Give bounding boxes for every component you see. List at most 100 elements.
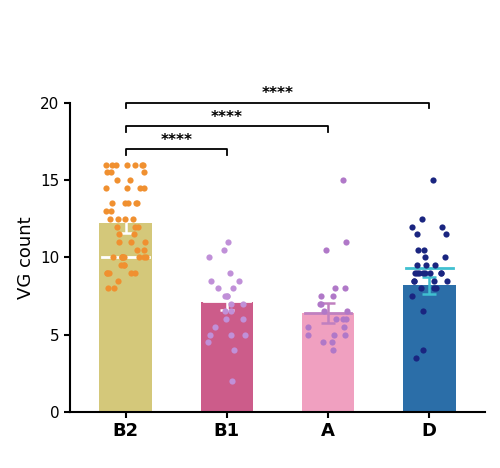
Point bbox=[120, 261, 128, 269]
Y-axis label: VG count: VG count bbox=[17, 216, 35, 299]
Point bbox=[320, 339, 328, 346]
Point bbox=[224, 238, 232, 246]
Point bbox=[230, 346, 237, 354]
Point bbox=[120, 261, 128, 269]
Point bbox=[341, 331, 349, 338]
Point bbox=[120, 254, 128, 261]
Point bbox=[418, 346, 426, 354]
Point bbox=[410, 269, 418, 277]
Point bbox=[132, 199, 140, 207]
Point bbox=[104, 285, 112, 292]
Text: ****: **** bbox=[160, 133, 192, 148]
Point bbox=[118, 254, 126, 261]
Point bbox=[338, 315, 346, 323]
Bar bbox=[100, 223, 152, 412]
Point bbox=[127, 269, 135, 277]
Point bbox=[317, 300, 325, 307]
Point bbox=[140, 254, 148, 261]
Point bbox=[332, 315, 340, 323]
Point bbox=[223, 292, 231, 300]
Point bbox=[214, 285, 222, 292]
Point bbox=[410, 277, 418, 284]
Point bbox=[136, 184, 144, 191]
Point bbox=[140, 168, 148, 176]
Point bbox=[124, 199, 132, 207]
Point bbox=[317, 292, 325, 300]
Point bbox=[441, 254, 449, 261]
Point bbox=[115, 238, 123, 246]
Point bbox=[342, 238, 350, 246]
Point bbox=[141, 238, 149, 246]
Point bbox=[220, 246, 228, 254]
Point bbox=[107, 168, 115, 176]
Point bbox=[331, 285, 339, 292]
Point bbox=[228, 377, 236, 385]
Point bbox=[131, 223, 139, 230]
Point bbox=[142, 254, 150, 261]
Point bbox=[408, 292, 416, 300]
Point bbox=[430, 176, 438, 184]
Point bbox=[123, 161, 131, 168]
Point bbox=[102, 269, 110, 277]
Point bbox=[432, 261, 440, 269]
Point bbox=[108, 161, 116, 168]
Point bbox=[228, 285, 236, 292]
Point bbox=[422, 269, 430, 277]
Point bbox=[227, 300, 235, 307]
Point bbox=[443, 277, 451, 284]
Point bbox=[114, 230, 122, 238]
Point bbox=[414, 261, 422, 269]
Point bbox=[413, 230, 421, 238]
Point bbox=[436, 269, 444, 277]
Point bbox=[418, 215, 426, 222]
Point bbox=[132, 161, 140, 168]
Point bbox=[138, 161, 146, 168]
Point bbox=[430, 277, 438, 284]
Point bbox=[110, 285, 118, 292]
Point bbox=[226, 331, 234, 338]
Point bbox=[342, 308, 350, 315]
Point bbox=[442, 230, 450, 238]
Point bbox=[140, 246, 148, 254]
Bar bbox=[200, 302, 253, 412]
Point bbox=[126, 176, 134, 184]
Point bbox=[410, 277, 418, 284]
Point bbox=[103, 269, 111, 277]
Point bbox=[420, 308, 428, 315]
Text: ****: **** bbox=[262, 87, 294, 102]
Point bbox=[211, 323, 219, 330]
Point bbox=[135, 254, 143, 261]
Point bbox=[206, 331, 214, 338]
Point bbox=[207, 277, 215, 284]
Point bbox=[430, 285, 438, 292]
Point bbox=[422, 261, 430, 269]
Point bbox=[420, 246, 428, 254]
Point bbox=[417, 285, 425, 292]
Point bbox=[418, 269, 426, 277]
Point bbox=[120, 215, 128, 222]
Point bbox=[342, 285, 349, 292]
Point bbox=[204, 339, 212, 346]
Point bbox=[328, 339, 336, 346]
Point bbox=[222, 292, 230, 300]
Point bbox=[342, 315, 350, 323]
Point bbox=[438, 223, 446, 230]
Point bbox=[114, 277, 122, 284]
Point bbox=[227, 308, 235, 315]
Point bbox=[339, 176, 347, 184]
Point bbox=[118, 254, 126, 261]
Point bbox=[102, 161, 110, 168]
Point bbox=[130, 230, 138, 238]
Point bbox=[238, 315, 246, 323]
Point bbox=[426, 269, 434, 277]
Point bbox=[138, 161, 146, 168]
Point bbox=[106, 215, 114, 222]
Point bbox=[222, 292, 230, 300]
Point bbox=[304, 331, 312, 338]
Point bbox=[222, 315, 230, 323]
Point bbox=[329, 292, 337, 300]
Point bbox=[304, 323, 312, 330]
Point bbox=[102, 184, 110, 191]
Point bbox=[413, 269, 421, 277]
Point bbox=[118, 254, 126, 261]
